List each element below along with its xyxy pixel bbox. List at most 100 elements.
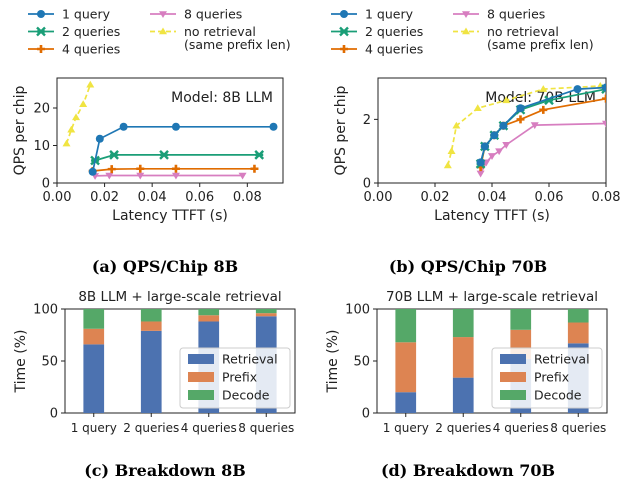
data-point-tri-up-icon [502,96,511,104]
chart-breakdown-70b: 70B LLM + large-scale retrieval 0 50 100 Tim… [325,289,608,435]
data-point-plus-icon [516,115,525,124]
x-tick-label: 0.00 [364,190,393,205]
y-axis-label: Time (%) [325,330,341,394]
chart-breakdown-8b: 8B LLM + large-scale retrieval 0 50 100 Time… [13,289,296,435]
y-axis-label: QPS per chip [333,85,349,175]
legend-label: Prefix [534,370,569,385]
y-tick-label: 50 [353,355,370,370]
legend-label: 2 queries [62,24,120,39]
y-axis-label: QPS per chip [12,85,28,175]
y-tick-label: 2 [363,113,371,128]
chart-qps-70b: 0.00 0.02 0.04 0.06 0.08 0 2 Latency TTFT (s) QP… [333,77,621,224]
bar-prefix [452,337,474,378]
data-point-tri-up-icon [473,104,482,112]
data-point-plus-icon [602,94,606,103]
data-point-tri-icon [171,172,180,180]
data-point-circle-icon [499,121,508,130]
x-tick-label: 0.08 [233,190,262,205]
legend-label: 4 queries [62,42,120,57]
x-tick-label: 0.02 [421,190,450,205]
legend-marker-x-icon [339,26,349,37]
legend-marker-plus-icon [340,45,348,53]
legend-swatch-retrieval [188,354,214,364]
data-point-plus-icon [250,164,259,173]
plot-frame [56,77,284,184]
legend-label: no retrieval [487,24,559,39]
legend-marker-circle-icon [37,10,45,18]
x-tick-label: 0.08 [592,190,621,205]
bar-retrieval [83,344,105,413]
data-point-circle-icon [480,142,489,151]
data-point-plus-icon [136,164,145,173]
legend-marker-x-icon [36,26,46,37]
data-point-plus-icon [107,165,116,174]
caption-c: (c) Breakdown 8B [84,461,246,480]
legend-marker-circle-icon [340,10,348,18]
data-point-circle-icon [269,122,278,131]
x-tick-label: 0.04 [478,190,507,205]
data-point-x-icon [159,150,169,160]
legend-label: 1 query [62,7,111,22]
data-point-tri-up-icon [443,161,452,169]
y-axis-label: Time (%) [13,330,29,394]
data-point-tri-icon [488,153,496,160]
data-point-tri-icon [238,172,247,180]
legend-marker-tri-up-icon [462,27,470,35]
x-axis-label: Latency TTFT (s) [112,208,228,224]
data-point-tri-icon [105,172,114,180]
data-point-circle-icon [119,122,128,131]
legend-label-2: (same prefix len) [184,37,291,52]
legend-swatch-decode [188,390,214,400]
y-tick-label: 0 [42,177,50,192]
series-group [443,81,606,178]
x-tick-label: 0.06 [535,190,564,205]
data-point-tri-icon [530,122,539,130]
legend-label: Decode [534,388,582,403]
legend-swatch-retrieval [500,354,526,364]
data-point-plus-icon [171,164,180,173]
x-tick-label: 0.02 [90,190,119,205]
model-annotation: Model: 8B LLM [171,90,273,106]
y-tick-label: 100 [345,303,370,318]
bar-prefix [567,322,589,344]
caption-b: (b) QPS/Chip 70B [389,257,547,276]
legend-label: 2 queries [365,24,423,39]
data-point-circle-icon [88,167,97,176]
series-line-2-queries [94,154,260,162]
legend-marker-plus-icon [37,45,45,53]
bar-prefix [83,328,105,345]
data-point-tri-up-icon [452,121,461,129]
x-tick-label: 8 queries [238,421,294,435]
data-point-x-icon [109,150,119,160]
x-tick-label: 0.00 [43,190,72,205]
y-tick-label: 100 [33,303,58,318]
y-tick-label: 0 [362,407,370,422]
bar-retrieval [452,377,474,413]
data-point-plus-icon [539,105,548,114]
legend-swatch-decode [500,390,526,400]
legend-label: no retrieval [184,24,256,39]
legend-label-2: (same prefix len) [487,37,594,52]
bar-decode [395,309,417,343]
x-tick-label: 2 queries [435,421,491,435]
x-tick-label: 2 queries [123,421,179,435]
legend-marker-tri-icon [159,11,167,18]
caption-d: (d) Breakdown 70B [381,461,555,480]
y-tick-label: 0 [50,407,58,422]
data-point-tri-up-icon [539,85,548,92]
legend-swatch-prefix [188,372,214,382]
x-tick-label: 0.06 [185,190,214,205]
chart-title: 70B LLM + large-scale retrieval [386,289,598,305]
data-point-circle-icon [573,85,582,94]
legend-marker-tri-icon [462,11,470,18]
data-point-circle-icon [171,122,180,131]
legend-label: 1 query [365,7,414,22]
x-tick-label: 4 queries [493,421,549,435]
data-point-tri-icon [476,170,485,178]
data-point-circle-icon [490,131,499,140]
data-point-tri-up-icon [67,125,76,133]
bar-decode [255,309,277,314]
x-tick-label: 4 queries [181,421,237,435]
legend-label: 8 queries [184,7,242,22]
